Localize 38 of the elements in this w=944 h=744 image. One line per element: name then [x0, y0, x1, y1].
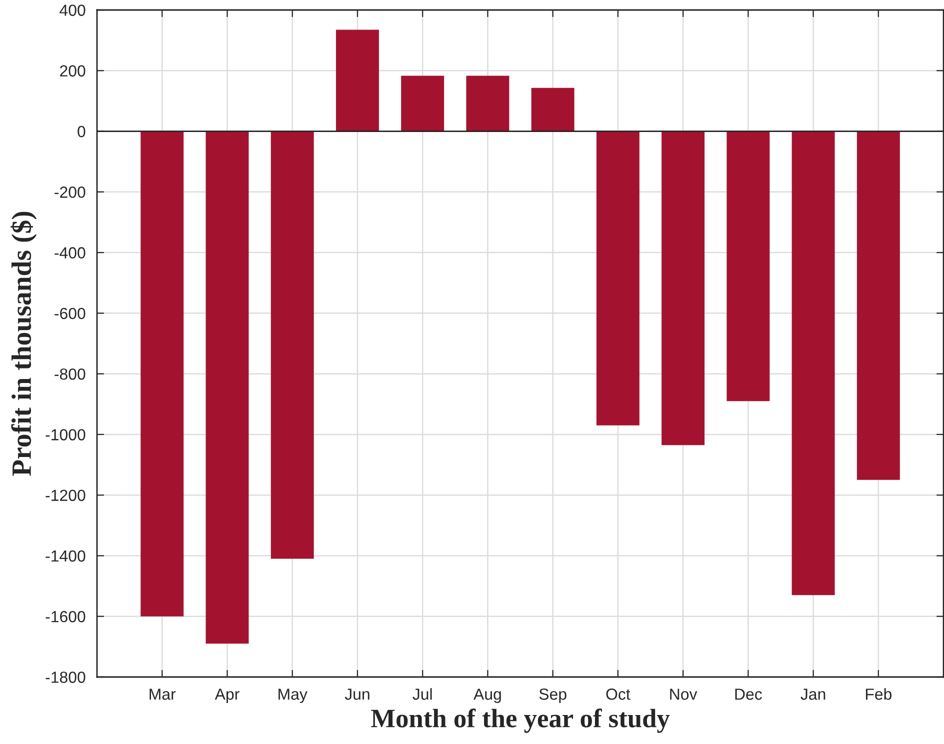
x-tick-label: Apr [214, 688, 240, 703]
bar [662, 131, 705, 446]
y-tick-label: -800 [54, 368, 86, 380]
y-tick-label: -600 [54, 308, 86, 320]
bar [270, 131, 314, 559]
y-tick-label: -1600 [46, 611, 86, 622]
bar [792, 131, 835, 596]
y-tick-label: 400 [60, 4, 86, 16]
y-tick-label: 0 [78, 126, 86, 138]
bar [596, 131, 640, 426]
bar [466, 76, 510, 132]
x-tick-label: Feb [866, 688, 892, 700]
x-tick-label: Oct [606, 688, 630, 700]
x-tick-label: May [278, 688, 308, 703]
x-tick-label: Jun [344, 688, 370, 700]
x-tick-label: Jan [800, 688, 826, 700]
y-tick-label: 200 [60, 65, 86, 77]
y-tick-label: -1000 [46, 429, 86, 440]
x-tick-label: Nov [670, 688, 698, 700]
y-tick-label: -1800 [46, 672, 86, 683]
bar [206, 131, 249, 644]
bar [140, 131, 184, 616]
y-tick-label: -400 [54, 247, 86, 258]
x-tick-label: Sep [539, 688, 566, 703]
x-axis-title: Month of the year of study [371, 708, 670, 733]
bar [531, 88, 574, 132]
bar [726, 131, 770, 402]
y-tick-label: -200 [54, 186, 86, 198]
y-axis-title: Profit in thousands ($) [10, 212, 37, 476]
bar [401, 76, 444, 132]
bar [856, 131, 900, 480]
x-tick-label: Mar [150, 688, 176, 700]
y-tick-label: -1400 [46, 550, 86, 562]
x-tick-label: Jul [412, 688, 432, 700]
x-tick-label: Dec [735, 688, 762, 700]
y-tick-label: -1200 [46, 490, 86, 502]
x-tick-label: Aug [474, 688, 501, 703]
bar [336, 30, 379, 132]
